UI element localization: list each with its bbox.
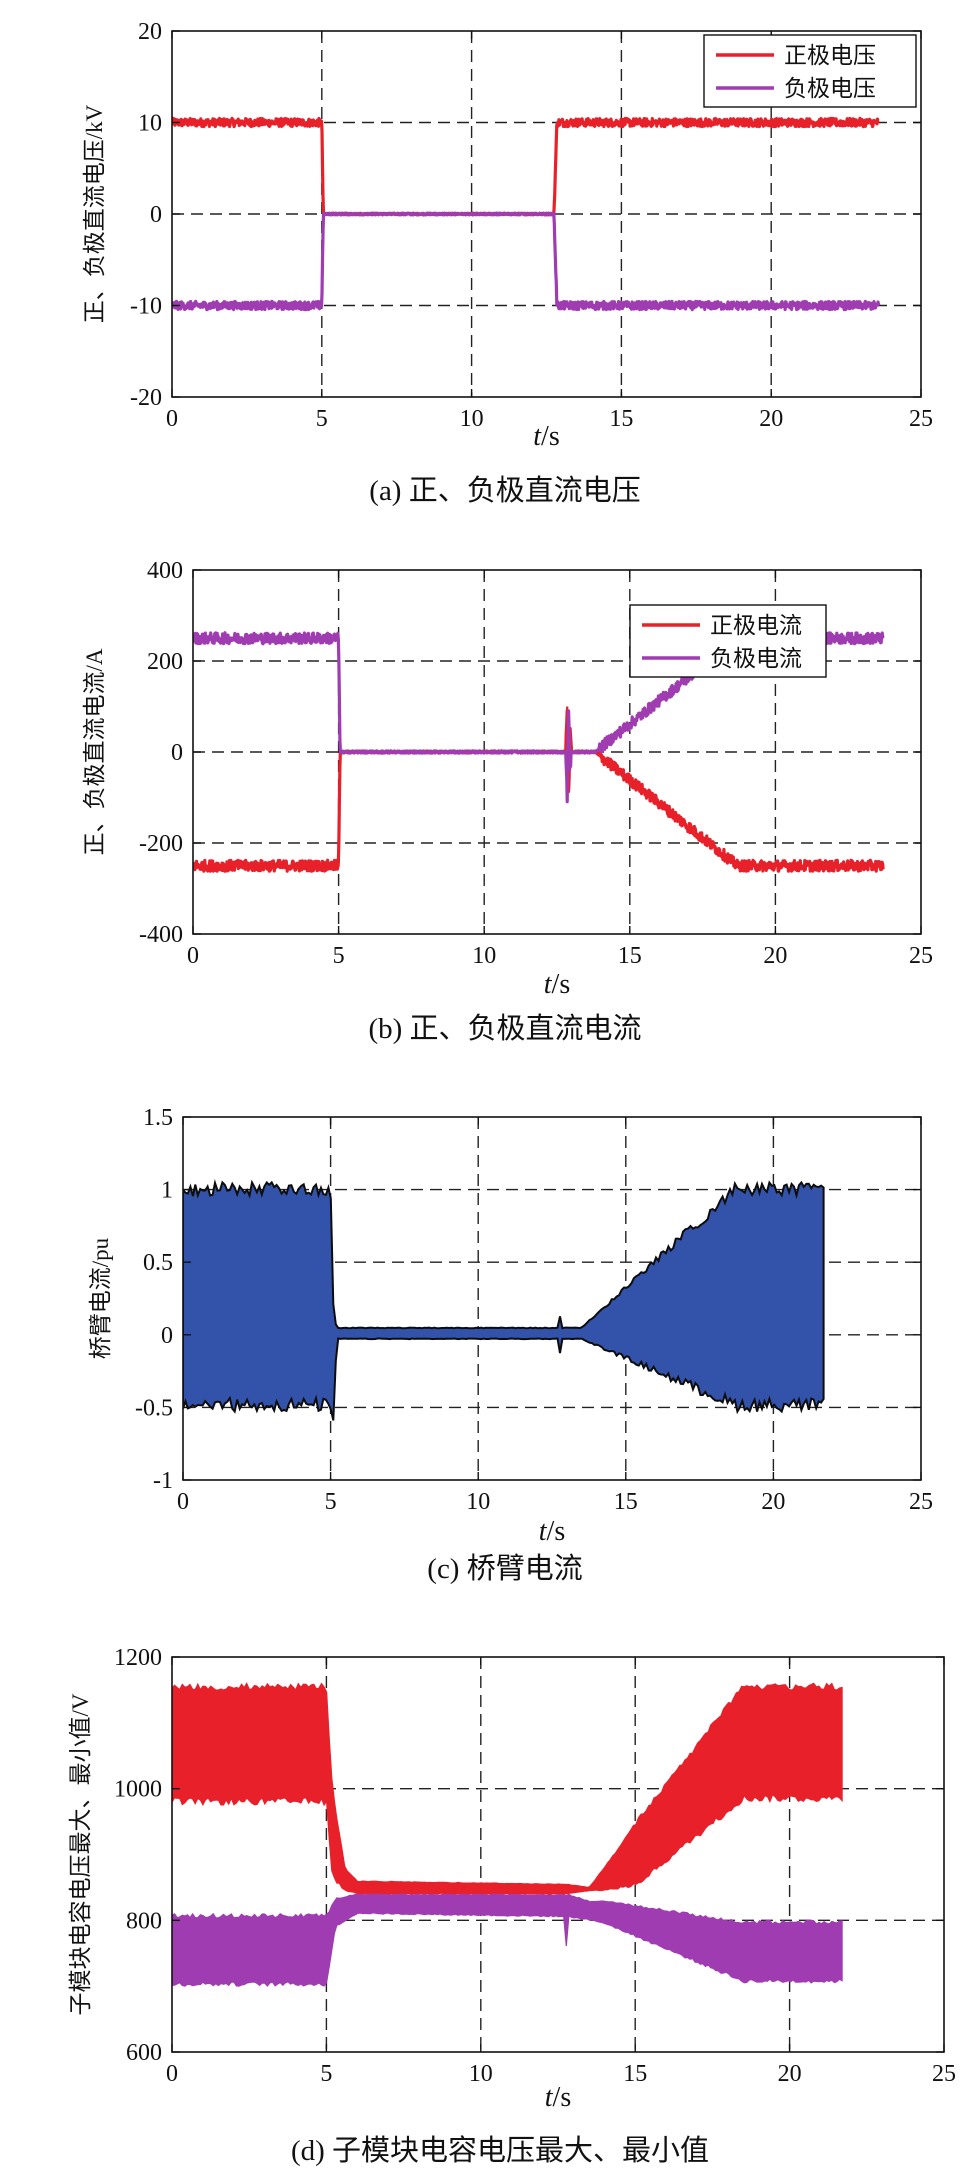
- x-tick-label: 15: [614, 1489, 638, 1515]
- x-tick-label: 25: [909, 1489, 933, 1515]
- y-tick-label: 20: [138, 19, 162, 45]
- plot-frame: [182, 1116, 922, 1481]
- panel-caption: (c) 桥臂电流: [427, 1552, 582, 1585]
- x-tick-label: 0: [166, 2061, 178, 2087]
- x-axis-label: t/s: [545, 2082, 571, 2113]
- y-tick-label: 1.5: [143, 1105, 173, 1131]
- panel-d-capacitor-voltage: 0 5 10 15 20 25 600 800 1000 1200 子模块电容电压最大、最小值/V t…: [68, 1645, 956, 2167]
- panel-c-arm-current: 0 5 10 15 20 25 -1 -0.5 0 0.5 1 1.5 桥臂电流/pu t/s (c) 桥臂…: [88, 1105, 933, 1585]
- legend-label: 负极电流: [710, 646, 802, 671]
- series-outline-1: [193, 637, 884, 798]
- data-layer: [183, 1178, 825, 1421]
- band-1: [172, 1893, 843, 1987]
- y-tick-label: 0: [150, 202, 162, 228]
- x-tick-label: 5: [325, 1489, 337, 1515]
- x-axis-label-unit: /s: [552, 969, 571, 1000]
- x-tick-label: 5: [333, 943, 345, 969]
- x-axis-label: t/s: [544, 969, 570, 1000]
- y-tick-label: 200: [147, 649, 183, 675]
- x-tick-label: 0: [187, 943, 199, 969]
- x-axis-label-unit: /s: [553, 2082, 572, 2113]
- x-axis-label-unit: /s: [547, 1516, 566, 1547]
- panel-caption: (b) 正、负极直流电流: [368, 1012, 641, 1045]
- x-tick-label: 15: [618, 943, 642, 969]
- legend-label: 正极电流: [710, 613, 802, 638]
- y-axis-label: 子模块电容电压最大、最小值/V: [68, 1693, 93, 2015]
- plot-frame: [171, 1656, 945, 2053]
- y-tick-label: 1: [161, 1178, 173, 1204]
- y-axis-label: 桥臂电流/pu: [88, 1237, 113, 1359]
- x-tick-label: 10: [472, 943, 496, 969]
- data-layer: [172, 1682, 843, 1987]
- x-tick-label: 20: [761, 1489, 785, 1515]
- y-axis-label: 正、负极直流电压/kV: [82, 104, 107, 323]
- x-tick-label: 25: [909, 406, 933, 432]
- y-tick-label: 0.5: [143, 1250, 173, 1276]
- x-axis-label-var: t: [544, 969, 553, 1000]
- x-tick-label: 0: [177, 1489, 189, 1515]
- x-tick-label: 10: [469, 2061, 493, 2087]
- x-axis-label-var: t: [539, 1516, 548, 1547]
- x-axis-label-unit: /s: [541, 421, 560, 452]
- data-layer: [172, 116, 881, 312]
- panel-caption: (d) 子模块电容电压最大、最小值: [291, 2134, 709, 2167]
- x-axis-label: t/s: [533, 421, 559, 452]
- y-tick-label: 10: [138, 111, 162, 137]
- panel-caption: (a) 正、负极直流电压: [369, 474, 640, 507]
- x-tick-label: 10: [466, 1489, 490, 1515]
- legend-label: 负极电压: [784, 76, 876, 101]
- arm-current-band: [183, 1178, 825, 1421]
- x-tick-label: 20: [763, 943, 787, 969]
- y-tick-label: 1000: [114, 1777, 162, 1803]
- y-tick-label: -10: [130, 294, 162, 320]
- y-tick-label: 600: [126, 2040, 162, 2066]
- y-tick-label: -0.5: [135, 1395, 173, 1421]
- x-tick-label: 5: [320, 2061, 332, 2087]
- x-tick-label: 5: [316, 406, 328, 432]
- panel-b-current: 0 5 10 15 20 25 -400 -200 0 200 400 正、负极直流电流/A t/s (b…: [82, 558, 933, 1045]
- y-tick-label: -400: [139, 922, 183, 948]
- x-tick-label: 25: [909, 943, 933, 969]
- y-axis-label: 正、负极直流电流/A: [82, 648, 107, 855]
- y-tick-label: 400: [147, 558, 183, 584]
- y-tick-label: -1: [153, 1468, 173, 1494]
- x-tick-label: 10: [460, 406, 484, 432]
- legend-box: [629, 604, 827, 678]
- x-tick-label: 15: [609, 406, 633, 432]
- x-tick-label: 20: [759, 406, 783, 432]
- y-tick-label: 800: [126, 1908, 162, 1934]
- legend-label: 正极电压: [784, 43, 876, 68]
- y-tick-label: 0: [161, 1323, 173, 1349]
- x-axis-label: t/s: [539, 1516, 565, 1547]
- x-tick-label: 25: [932, 2061, 956, 2087]
- series-outline-1: [172, 212, 880, 307]
- y-tick-label: -20: [130, 385, 162, 411]
- panel-a-voltage: 0 5 10 15 20 25 -20 -10 0 10 20 正、负极直流电压/kV t/s (a) 正…: [82, 19, 933, 507]
- band-0: [172, 1682, 843, 1895]
- x-axis-label-var: t: [545, 2082, 554, 2113]
- x-tick-label: 0: [166, 406, 178, 432]
- x-axis-label-var: t: [533, 421, 542, 452]
- y-tick-label: 1200: [114, 1645, 162, 1671]
- legend-box: [703, 34, 917, 108]
- y-tick-label: 0: [171, 740, 183, 766]
- x-tick-label: 15: [623, 2061, 647, 2087]
- y-tick-label: -200: [139, 831, 183, 857]
- x-tick-label: 20: [778, 2061, 802, 2087]
